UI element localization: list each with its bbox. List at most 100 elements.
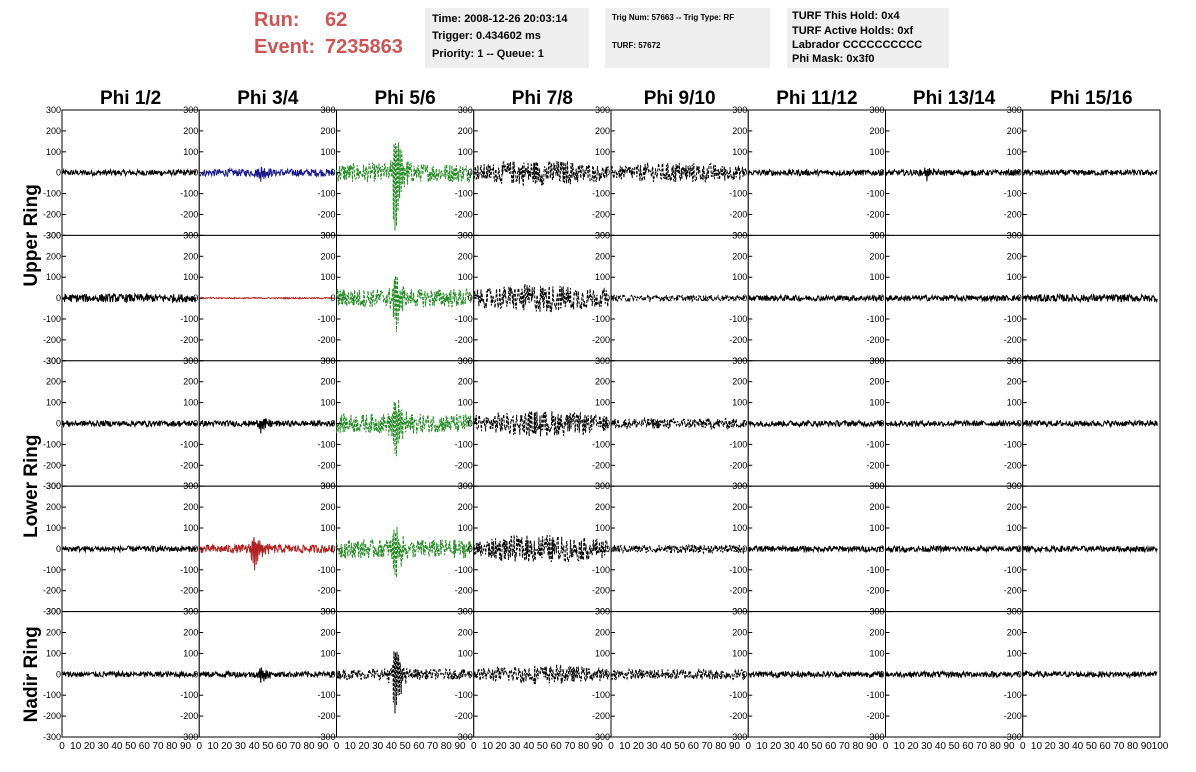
y-tick-label: -200 <box>729 335 747 345</box>
y-tick-label: -200 <box>592 586 610 596</box>
x-tick-label: 50 <box>811 741 823 752</box>
y-tick-label: 300 <box>320 481 335 491</box>
y-tick-label: -100 <box>592 565 610 575</box>
y-tick-label: 100 <box>46 147 61 157</box>
y-tick-label: -100 <box>317 565 335 575</box>
x-tick-label: 30 <box>509 741 521 752</box>
x-tick-label: 70 <box>290 741 302 752</box>
x-tick-label: 50 <box>1086 741 1098 752</box>
y-tick-label: -100 <box>455 565 473 575</box>
y-tick-label: 200 <box>458 377 473 387</box>
y-tick-label: 300 <box>869 105 884 115</box>
y-tick-label: 200 <box>869 377 884 387</box>
y-tick-label: -100 <box>317 439 335 449</box>
y-tick-label: 100 <box>46 272 61 282</box>
y-tick-label: -100 <box>592 690 610 700</box>
y-tick-label: 100 <box>183 523 198 533</box>
x-tick-label: 80 <box>578 741 590 752</box>
y-tick-label: 100 <box>183 648 198 658</box>
y-tick-label: 0 <box>605 544 610 554</box>
y-tick-label: -100 <box>866 314 884 324</box>
y-tick-label: 300 <box>1007 607 1022 617</box>
y-tick-label: -300 <box>866 732 884 742</box>
y-tick-label: -200 <box>317 210 335 220</box>
y-tick-label: 0 <box>193 669 198 679</box>
y-tick-label: 0 <box>468 544 473 554</box>
run-label: Run: <box>254 9 300 31</box>
x-tick-label: 70 <box>1113 741 1125 752</box>
x-tick-label: 60 <box>413 741 425 752</box>
y-tick-label: 200 <box>320 126 335 136</box>
x-tick-label: 20 <box>633 741 645 752</box>
y-tick-label: -200 <box>592 210 610 220</box>
x-tick-label: 70 <box>564 741 576 752</box>
y-tick-label: 200 <box>1007 126 1022 136</box>
y-tick-label: -100 <box>317 189 335 199</box>
x-tick-label: 10 <box>756 741 768 752</box>
y-tick-label: 300 <box>732 230 747 240</box>
y-tick-label: -100 <box>317 690 335 700</box>
ring-label: Upper Ring <box>21 184 42 286</box>
y-tick-label: -200 <box>317 335 335 345</box>
x-tick-label: 90 <box>1003 741 1015 752</box>
x-tick-label: 90 <box>866 741 878 752</box>
waveform-trace <box>610 667 746 681</box>
y-tick-label: 300 <box>183 105 198 115</box>
waveform-trace <box>1022 669 1158 680</box>
y-tick-label: -200 <box>43 335 61 345</box>
y-tick-label: -200 <box>455 210 473 220</box>
y-tick-label: 100 <box>320 648 335 658</box>
y-tick-label: -100 <box>1004 690 1022 700</box>
y-tick-label: -100 <box>729 690 747 700</box>
waveform-trace <box>198 166 335 182</box>
waveform-trace <box>473 410 609 437</box>
y-tick-label: 300 <box>595 356 610 366</box>
y-tick-label: -200 <box>729 711 747 721</box>
y-tick-label: 100 <box>320 523 335 533</box>
y-tick-label: -100 <box>43 189 61 199</box>
y-tick-label: -100 <box>866 439 884 449</box>
y-tick-label: 300 <box>1007 481 1022 491</box>
y-tick-label: -100 <box>1004 314 1022 324</box>
x-tick-label: 0 <box>334 741 340 752</box>
y-tick-label: -200 <box>180 460 198 470</box>
y-tick-label: 200 <box>458 502 473 512</box>
x-tick-label: 80 <box>715 741 727 752</box>
labrador-text: Labrador CCCCCCCCCC <box>792 39 923 51</box>
y-tick-label: -200 <box>180 335 198 345</box>
y-tick-label: 100 <box>869 147 884 157</box>
waveform-trace <box>61 167 197 178</box>
x-tick-label: 40 <box>386 741 398 752</box>
waveform-trace <box>336 526 472 578</box>
x-tick-label: 0 <box>608 741 614 752</box>
y-tick-label: 100 <box>46 648 61 658</box>
y-tick-label: 200 <box>46 628 61 638</box>
x-tick-label: 50 <box>949 741 961 752</box>
event-value: 7235863 <box>325 36 403 58</box>
y-tick-label: 0 <box>330 669 335 679</box>
y-tick-label: 200 <box>320 377 335 387</box>
y-tick-label: 200 <box>732 126 747 136</box>
waveform-panel <box>473 109 612 236</box>
y-tick-label: 100 <box>46 398 61 408</box>
phi-column-header: Phi 9/10 <box>644 88 716 109</box>
y-tick-label: 0 <box>468 669 473 679</box>
waveform-trace <box>61 669 197 679</box>
y-tick-label: 200 <box>595 251 610 261</box>
y-tick-label: -100 <box>1004 439 1022 449</box>
y-tick-label: 0 <box>742 669 747 679</box>
waveform-trace <box>336 142 472 231</box>
y-tick-label: -200 <box>317 460 335 470</box>
waveform-trace <box>747 669 884 680</box>
y-tick-label: 300 <box>458 105 473 115</box>
y-tick-label: 100 <box>183 272 198 282</box>
x-tick-label: 80 <box>441 741 453 752</box>
y-tick-label: -200 <box>43 711 61 721</box>
y-tick-label: -300 <box>180 732 198 742</box>
y-tick-label: 300 <box>595 481 610 491</box>
turf-active-text: TURF Active Holds: 0xf <box>792 25 914 37</box>
y-tick-label: -200 <box>1004 711 1022 721</box>
y-tick-label: 300 <box>183 230 198 240</box>
y-tick-label: -100 <box>866 690 884 700</box>
x-tick-label: 90 <box>454 741 466 752</box>
